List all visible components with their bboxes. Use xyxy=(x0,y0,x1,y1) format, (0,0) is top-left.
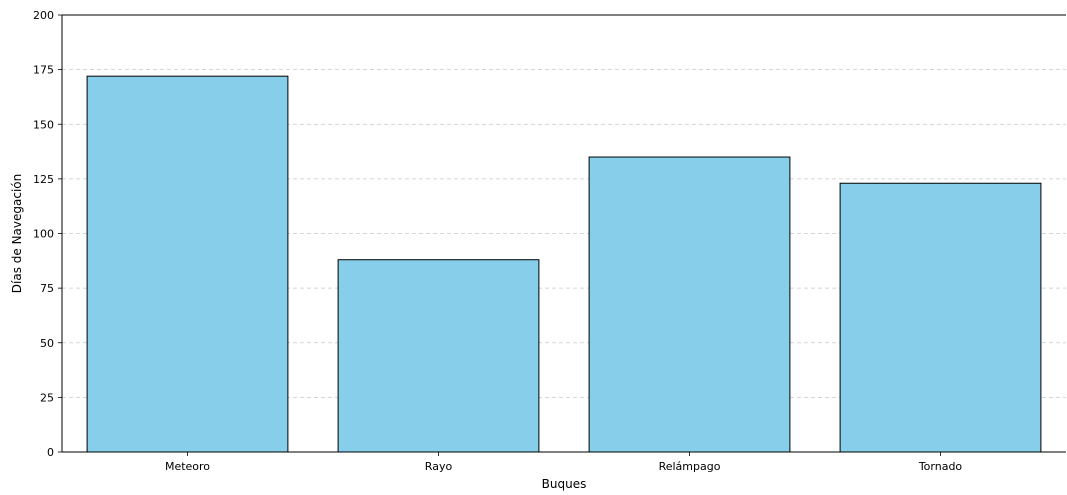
x-tick-label: Rayo xyxy=(425,460,453,473)
y-axis-ticks: 0 25 50 75 100 125 150 175 200 xyxy=(33,9,62,459)
y-tick-label: 50 xyxy=(40,337,54,350)
bar-tornado xyxy=(839,182,1042,453)
y-tick-label: 0 xyxy=(47,446,54,459)
x-tick-label: Meteoro xyxy=(165,460,210,473)
y-tick-label: 25 xyxy=(40,391,54,404)
y-tick-label: 125 xyxy=(33,173,54,186)
y-axis-label: Días de Navegación xyxy=(10,174,24,293)
bars xyxy=(86,75,1042,453)
y-tick-label: 100 xyxy=(33,228,54,241)
y-tick-label: 75 xyxy=(40,282,54,295)
x-axis-label: Buques xyxy=(542,477,587,491)
x-tick-label: Relámpago xyxy=(659,460,721,473)
x-tick-label: Tornado xyxy=(918,460,963,473)
bar-relámpago xyxy=(588,156,791,453)
y-tick-label: 175 xyxy=(33,64,54,77)
bar-rayo xyxy=(337,259,540,453)
y-tick-label: 200 xyxy=(33,9,54,22)
bar-meteoro xyxy=(86,75,289,453)
y-tick-label: 150 xyxy=(33,118,54,131)
x-axis-ticks: Meteoro Rayo Relámpago Tornado xyxy=(165,452,962,473)
